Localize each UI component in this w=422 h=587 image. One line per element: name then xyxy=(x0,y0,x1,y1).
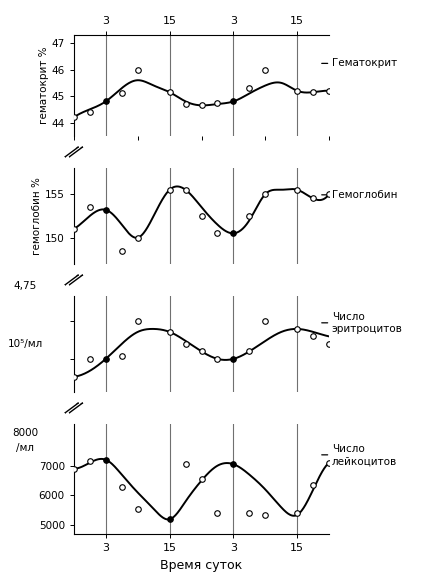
Point xyxy=(134,65,141,75)
Point xyxy=(134,504,141,514)
Point xyxy=(134,317,141,326)
Point xyxy=(246,211,253,221)
Point xyxy=(134,233,141,242)
Point xyxy=(166,515,173,524)
Point xyxy=(118,246,125,255)
Text: 8000: 8000 xyxy=(12,428,38,438)
Point xyxy=(87,354,93,363)
Text: Число
лейкоцитов: Число лейкоцитов xyxy=(332,444,397,466)
Text: 10⁵/мл: 10⁵/мл xyxy=(8,339,43,349)
Point xyxy=(103,205,109,214)
Point xyxy=(294,508,300,518)
Point xyxy=(166,327,173,336)
Point xyxy=(182,185,189,194)
Point xyxy=(198,347,205,356)
Text: Гематокрит: Гематокрит xyxy=(332,58,397,69)
Point xyxy=(246,347,253,356)
Point xyxy=(103,455,109,464)
Point xyxy=(294,86,300,96)
Point xyxy=(310,194,316,203)
Point xyxy=(198,474,205,484)
Text: /мл: /мл xyxy=(16,443,34,453)
Point xyxy=(246,83,253,93)
Point xyxy=(182,460,189,469)
Point xyxy=(262,317,269,326)
Point xyxy=(87,107,93,117)
Point xyxy=(326,458,333,467)
Point xyxy=(182,99,189,109)
Point xyxy=(326,190,333,199)
Point xyxy=(326,339,333,349)
Point xyxy=(70,224,77,234)
Point xyxy=(182,339,189,349)
X-axis label: Время суток: Время суток xyxy=(160,559,243,572)
Point xyxy=(214,508,221,518)
Y-axis label: гематокрит %: гематокрит % xyxy=(39,47,49,124)
Point xyxy=(70,372,77,382)
Point xyxy=(262,190,269,199)
Point xyxy=(214,98,221,107)
Point xyxy=(166,87,173,97)
Point xyxy=(214,228,221,238)
Point xyxy=(198,101,205,110)
Point xyxy=(103,354,109,363)
Point xyxy=(87,457,93,466)
Point xyxy=(230,354,237,363)
Point xyxy=(118,482,125,491)
Point xyxy=(230,460,237,469)
Y-axis label: гемоглобин %: гемоглобин % xyxy=(32,177,42,255)
Point xyxy=(246,508,253,518)
Point xyxy=(310,87,316,97)
Point xyxy=(294,324,300,333)
Text: Гемоглобин: Гемоглобин xyxy=(332,190,397,200)
Point xyxy=(230,228,237,238)
Text: Число
эритроцитов: Число эритроцитов xyxy=(332,312,403,334)
Point xyxy=(310,480,316,490)
Point xyxy=(70,464,77,473)
Point xyxy=(262,65,269,75)
Point xyxy=(198,211,205,221)
Point xyxy=(214,354,221,363)
Point xyxy=(262,510,269,519)
Point xyxy=(118,89,125,98)
Text: 4,75: 4,75 xyxy=(14,281,37,291)
Point xyxy=(70,113,77,122)
Point xyxy=(103,97,109,106)
Point xyxy=(118,351,125,360)
Point xyxy=(326,86,333,96)
Point xyxy=(230,97,237,106)
Point xyxy=(310,332,316,341)
Point xyxy=(87,203,93,212)
Point xyxy=(166,185,173,194)
Point xyxy=(294,185,300,194)
